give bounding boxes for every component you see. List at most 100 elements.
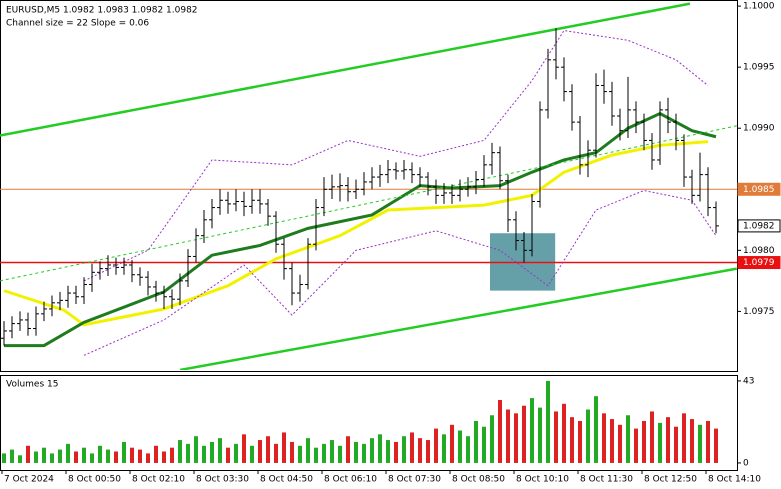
volume-bar (466, 436, 470, 463)
volume-bar (650, 411, 654, 463)
y-tick-label: 1.0980 (743, 246, 775, 256)
volume-bar (306, 438, 310, 463)
level-label-box (737, 219, 781, 233)
volume-bar (18, 455, 22, 463)
indicator-line (0, 2, 691, 137)
volume-bar (658, 422, 662, 463)
volume-bar (426, 440, 430, 463)
volume-bar (242, 434, 246, 463)
volume-bar (234, 443, 238, 463)
volume-bar (530, 398, 534, 463)
volume-bar (258, 440, 262, 463)
volume-bar (354, 441, 358, 463)
volume-bar (586, 409, 590, 463)
volume-bar (210, 441, 214, 463)
volume-bar (2, 453, 6, 463)
volume-bar (202, 445, 206, 463)
volume-panel-frame (0, 375, 738, 471)
volume-bar (370, 438, 374, 463)
x-tick-label: 8 Oct 04:50 (260, 475, 313, 485)
x-tick-label: 8 Oct 03:30 (196, 475, 249, 485)
volume-bar (154, 445, 158, 463)
volume-bar (362, 443, 366, 463)
indicator-line (3, 140, 709, 327)
volume-bar (626, 415, 630, 463)
volume-bar (714, 428, 718, 463)
indicator-line (179, 267, 737, 370)
x-tick-label: 8 Oct 10:10 (516, 475, 569, 485)
volume-bar (138, 449, 142, 463)
volume-bar (618, 424, 622, 463)
volume-bar (186, 443, 190, 463)
volume-bar (570, 417, 574, 463)
y-tick-label: 1.0995 (743, 63, 775, 73)
volume-bar (378, 434, 382, 463)
volume-bar (122, 441, 126, 463)
volume-bar (594, 396, 598, 463)
volume-bar (322, 443, 326, 463)
volume-bar (266, 436, 270, 463)
volume-bar (402, 436, 406, 463)
volume-bar (170, 447, 174, 463)
volume-bar (418, 438, 422, 463)
volume-bar (506, 409, 510, 463)
volume-bar (178, 440, 182, 463)
volume-bar (274, 443, 278, 463)
volume-bar (66, 443, 70, 463)
volume-bar (450, 424, 454, 463)
level-label: 1.0982 (743, 221, 775, 231)
volume-bar (578, 420, 582, 463)
volume-tick-label: 43 (743, 376, 754, 386)
volume-bar (194, 436, 198, 463)
volume-bar (290, 441, 294, 463)
volume-bar (514, 413, 518, 463)
volume-bar (74, 451, 78, 463)
volume-bar (434, 428, 438, 463)
x-tick-label: 8 Oct 11:30 (580, 475, 633, 485)
volume-bar (490, 415, 494, 463)
volume-bar (50, 453, 54, 463)
volume-bar (330, 440, 334, 463)
volume-bar (114, 451, 118, 463)
x-tick-label: 8 Oct 07:30 (388, 475, 441, 485)
volume-bar (474, 420, 478, 463)
volume-bar (130, 447, 134, 463)
volume-bar (282, 432, 286, 463)
volume-bar (698, 424, 702, 463)
volume-bar (98, 445, 102, 463)
volume-bar (314, 447, 318, 463)
y-tick-label: 1.0990 (743, 124, 775, 134)
volume-bar (394, 441, 398, 463)
volume-bar (90, 453, 94, 463)
x-tick-label: 8 Oct 02:10 (132, 475, 185, 485)
volume-bar (82, 447, 86, 463)
volume-bar (26, 445, 30, 463)
y-tick-label: 1.0975 (743, 307, 775, 317)
volume-bar (250, 445, 254, 463)
volume-bar (562, 403, 566, 463)
volume-bar (634, 428, 638, 463)
volume-bar (610, 419, 614, 463)
chart-title: EURUSD,M5 1.0982 1.0983 1.0982 1.0982 (6, 6, 198, 16)
volume-bar (554, 411, 558, 463)
volume-bar (674, 426, 678, 463)
level-label: 1.0979 (743, 258, 775, 268)
volume-bar (482, 426, 486, 463)
level-label-box (737, 182, 781, 196)
volume-bar (58, 449, 62, 463)
volume-bar (346, 436, 350, 463)
volume-bar (34, 451, 38, 463)
volume-bar (522, 405, 526, 463)
volume-tick-label: 0 (743, 458, 749, 468)
volume-bar (10, 449, 14, 463)
volume-bar (690, 419, 694, 463)
volume-bar (106, 449, 110, 463)
x-tick-label: 8 Oct 12:50 (644, 475, 697, 485)
x-tick-label: 8 Oct 00:50 (68, 475, 121, 485)
volume-bar (410, 432, 414, 463)
y-tick-label: 1.1000 (743, 2, 775, 12)
x-tick-label: 8 Oct 08:50 (452, 475, 505, 485)
volume-bar (338, 445, 342, 463)
